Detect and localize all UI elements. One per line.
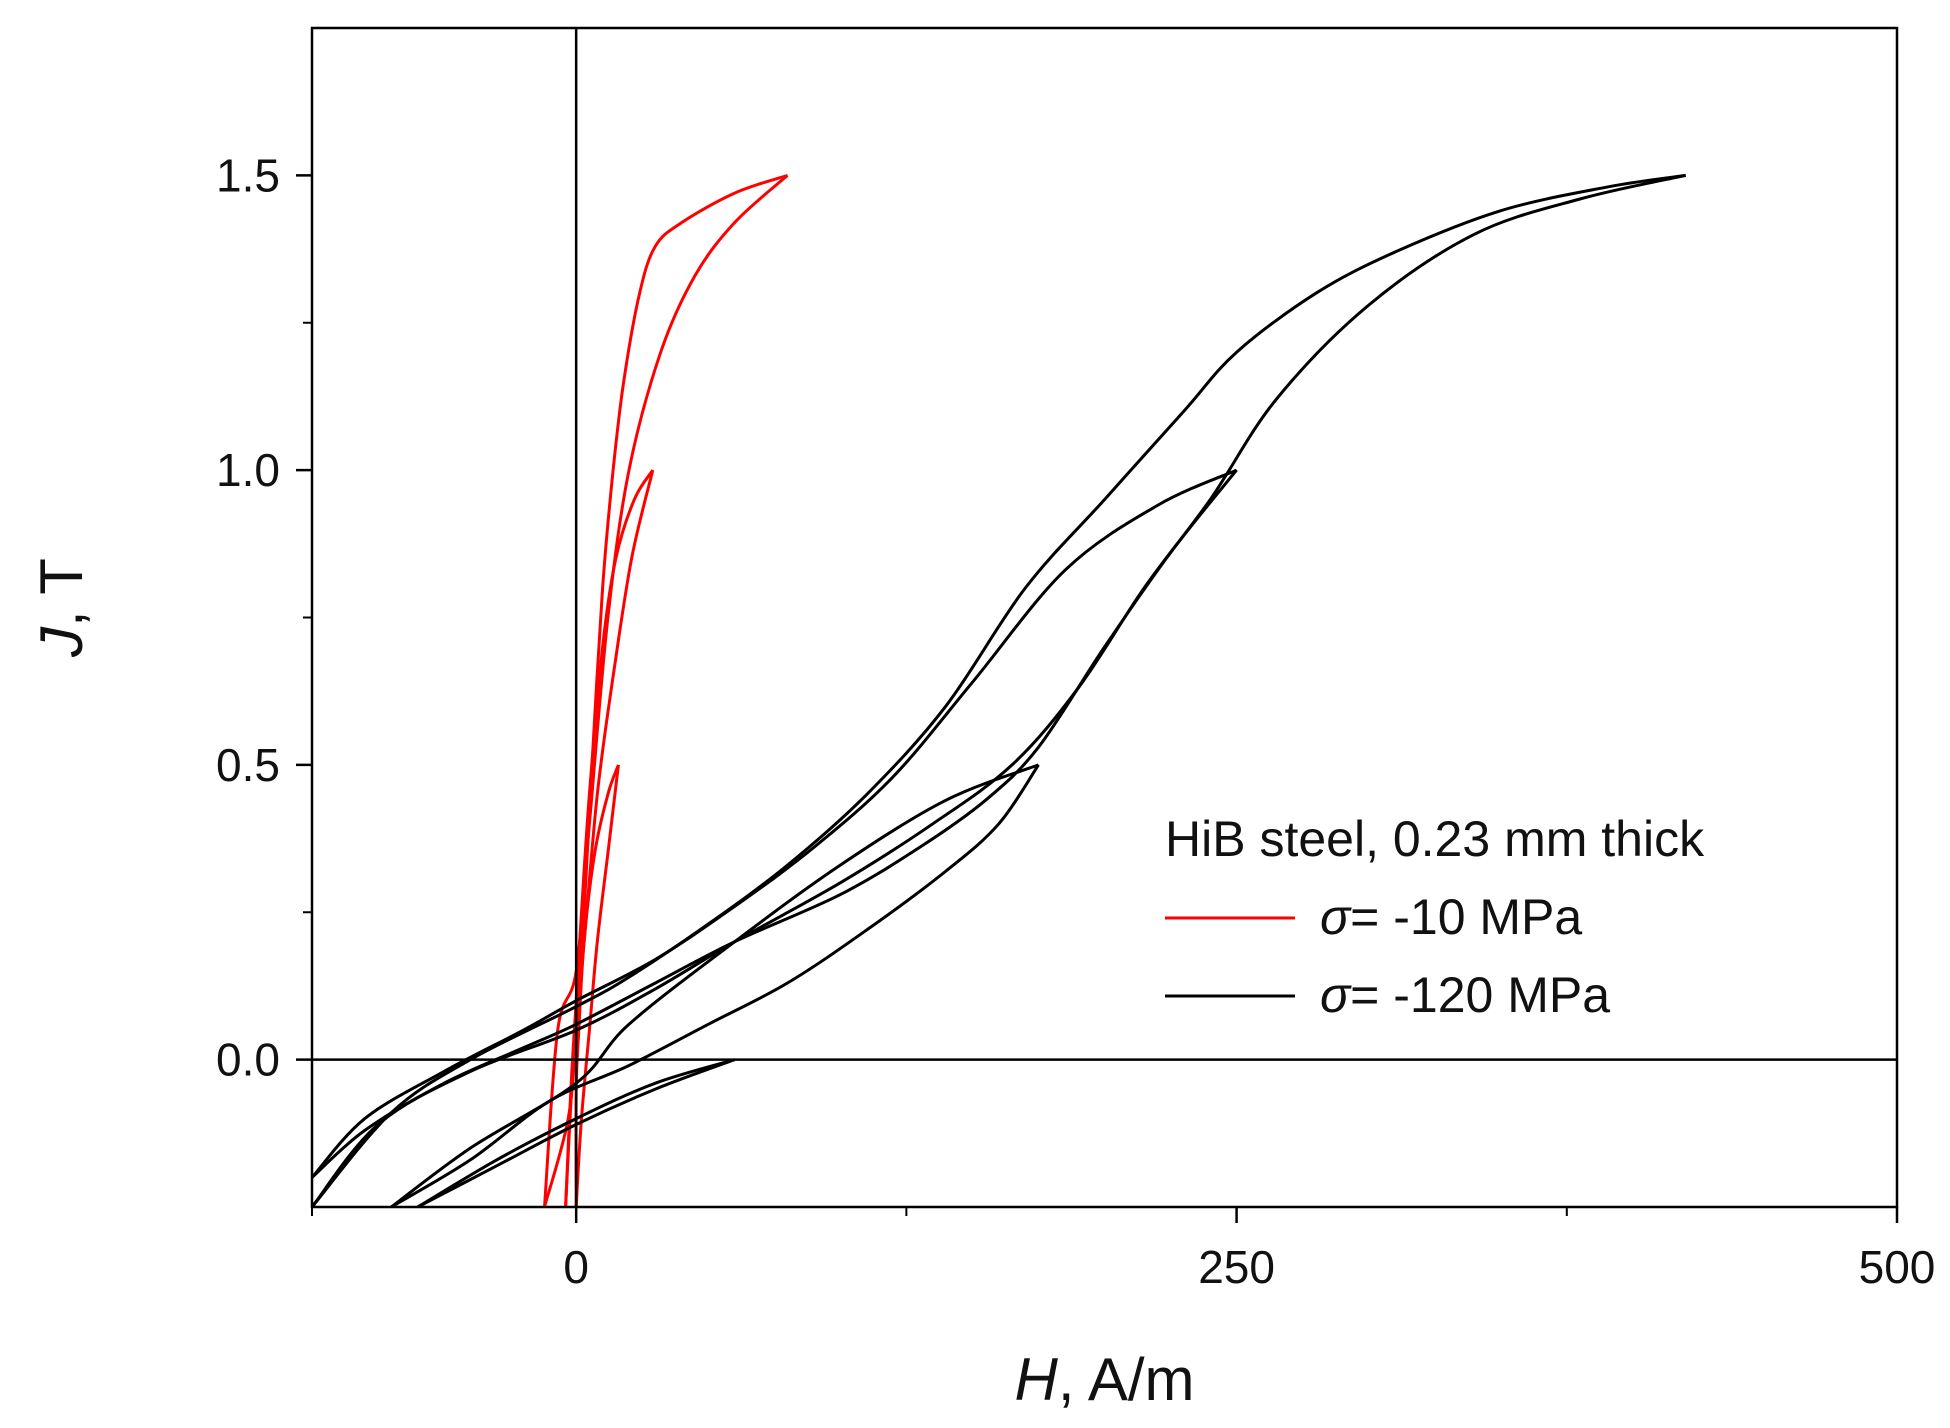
legend: HiB steel, 0.23 mm thick σ= -10 MPa σ= -… xyxy=(1165,811,1705,1023)
x-axis-symbol: H xyxy=(1014,1346,1058,1413)
x-axis-unit: , A/m xyxy=(1058,1346,1195,1413)
legend-entry-red: σ= -10 MPa xyxy=(1320,889,1582,945)
loop-red-lower-branch xyxy=(543,174,789,1207)
y-axis-unit: , T xyxy=(28,558,95,627)
tick-label-layer: 0 250 500 0.0 0.5 1.0 1.5 xyxy=(216,149,1935,1293)
y-tick-label: 1.0 xyxy=(216,444,280,496)
loop-black-upper-branch xyxy=(312,468,1238,1179)
y-tick-label: 0.5 xyxy=(216,739,280,791)
legend-title: HiB steel, 0.23 mm thick xyxy=(1165,811,1705,867)
y-axis-label: J, T xyxy=(28,558,95,658)
legend-symbol-black: σ xyxy=(1320,967,1352,1023)
legend-label-black: = -120 MPa xyxy=(1350,967,1610,1023)
y-tick-label: 0.0 xyxy=(216,1034,280,1086)
loop-black-lower-branch xyxy=(312,173,1687,1207)
legend-symbol-red: σ xyxy=(1320,889,1352,945)
loop-black-upper-branch xyxy=(390,763,1040,1207)
x-tick-label: 250 xyxy=(1198,1241,1275,1293)
x-axis-label: H, A/m xyxy=(1014,1346,1194,1413)
legend-entry-black: σ= -120 MPa xyxy=(1320,967,1610,1023)
y-axis-symbol: J xyxy=(28,626,95,658)
loop-black-lower-branch xyxy=(390,764,1040,1207)
y-tick-label: 1.5 xyxy=(216,149,280,201)
x-tick-label: 0 xyxy=(563,1241,589,1293)
legend-label-red: = -10 MPa xyxy=(1350,889,1582,945)
loop-black-upper-branch xyxy=(312,173,1686,1207)
reference-lines xyxy=(312,28,1897,1207)
loop-red-lower-branch xyxy=(574,764,620,1207)
tick-layer xyxy=(296,174,1899,1223)
x-tick-label: 500 xyxy=(1859,1241,1936,1293)
loop-red-lower-branch xyxy=(564,469,655,1207)
loop-black-lower-branch xyxy=(312,469,1238,1179)
